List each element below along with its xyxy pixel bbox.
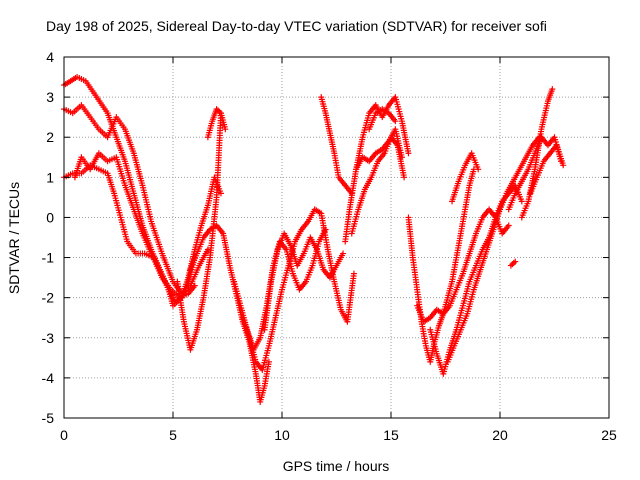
- y-axis-label: SDTVAR / TECUs: [6, 182, 22, 294]
- y-tick-label: -3: [42, 330, 55, 346]
- series-track-20: [449, 150, 482, 205]
- series-track-5: [174, 110, 224, 353]
- x-tick-label: 20: [492, 427, 508, 443]
- series-track-23: [527, 142, 567, 197]
- series-track-4: [71, 150, 224, 309]
- series-track-6: [204, 106, 229, 141]
- y-tick-label: 1: [46, 169, 54, 185]
- series-track-15: [366, 106, 399, 133]
- series-track-17: [414, 206, 512, 325]
- x-tick-label: 10: [274, 427, 290, 443]
- y-tick-label: 4: [46, 49, 54, 65]
- plus-marker-trail: [261, 230, 347, 333]
- data-points: [61, 74, 567, 405]
- plus-marker-trail: [174, 110, 224, 353]
- y-tick-label: 3: [46, 89, 54, 105]
- series-track-10: [261, 230, 347, 333]
- plus-marker-trail: [449, 150, 482, 205]
- plus-marker-trail: [527, 142, 567, 197]
- series-track-24: [507, 258, 519, 269]
- y-tick-label: 0: [46, 209, 54, 225]
- series-track-11: [318, 94, 355, 197]
- plus-marker-trail: [353, 126, 405, 173]
- plus-marker-trail: [204, 106, 229, 141]
- y-tick-label: -5: [42, 410, 55, 426]
- plus-marker-trail: [342, 94, 412, 245]
- x-tick-label: 5: [169, 427, 177, 443]
- series-track-14: [353, 126, 405, 173]
- chart-title: Day 198 of 2025, Sidereal Day-to-day VTE…: [46, 18, 547, 34]
- series-track-12: [342, 94, 412, 245]
- plus-marker-trail: [414, 206, 512, 325]
- x-tick-label: 0: [60, 427, 68, 443]
- plus-marker-trail: [444, 134, 543, 365]
- plus-marker-trail: [366, 106, 399, 133]
- x-axis-label: GPS time / hours: [283, 458, 390, 474]
- y-tick-label: 2: [46, 129, 54, 145]
- x-tick-label: 15: [383, 427, 399, 443]
- plus-marker-trail: [71, 150, 224, 309]
- series-track-16: [405, 166, 477, 365]
- plus-marker-trail: [518, 86, 556, 221]
- plus-marker-trail: [507, 258, 519, 269]
- y-tick-label: -4: [42, 370, 55, 386]
- x-tick-label: 25: [601, 427, 617, 443]
- x-tick-labels: 0 5 10 15 20 25: [60, 427, 617, 443]
- plus-marker-trail: [405, 166, 477, 365]
- series-track-22: [518, 86, 556, 221]
- plus-marker-trail: [318, 94, 355, 197]
- y-tick-label: -2: [42, 290, 55, 306]
- axis-ticks: [63, 56, 610, 419]
- series-track-18: [427, 182, 525, 377]
- y-tick-labels: -5 -4 -3 -2 -1 0 1 2 3 4: [42, 49, 55, 426]
- series-track-19: [444, 134, 543, 365]
- plus-marker-trail: [427, 182, 525, 377]
- y-tick-label: -1: [42, 250, 55, 266]
- plot-frame: [63, 56, 610, 419]
